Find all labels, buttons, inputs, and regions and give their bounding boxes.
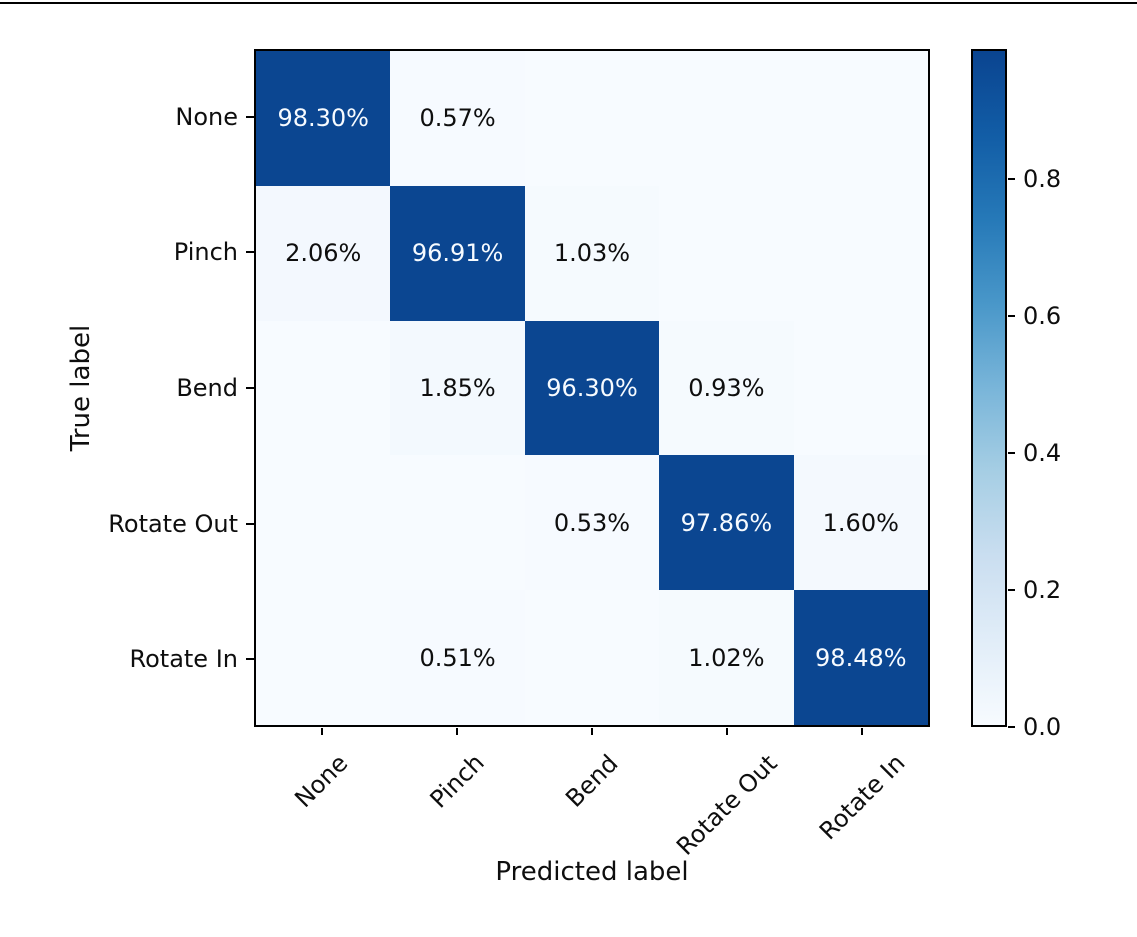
colorbar-tick-label-0.2: 0.2 bbox=[1023, 576, 1062, 605]
tick-mark bbox=[1008, 452, 1015, 455]
matrix-cell-value: 2.06% bbox=[285, 239, 362, 268]
matrix-cell-Bend-Bend: 96.30% bbox=[524, 320, 660, 456]
matrix-cell-Rotate In-Pinch: 0.51% bbox=[390, 590, 525, 725]
matrix-cell-value: 98.48% bbox=[815, 643, 907, 672]
x-tick-label-Rotate Out: Rotate Out bbox=[671, 748, 783, 861]
tick-mark bbox=[861, 728, 864, 735]
matrix-cell-Bend-None bbox=[256, 320, 391, 456]
tick-mark bbox=[1008, 315, 1015, 318]
tick-mark bbox=[1008, 178, 1015, 181]
colorbar bbox=[971, 49, 1007, 727]
matrix-cell-value: 0.53% bbox=[553, 508, 631, 537]
matrix-cell-value: 97.86% bbox=[680, 508, 773, 537]
tick-mark bbox=[1008, 589, 1015, 592]
matrix-cell-value: 98.30% bbox=[277, 104, 369, 133]
matrix-cell-None-Rotate In bbox=[793, 51, 928, 186]
matrix-cell-value: 96.91% bbox=[411, 239, 504, 268]
matrix-cell-Bend-Rotate In bbox=[793, 320, 928, 456]
x-tick-label-Pinch: Pinch bbox=[424, 748, 490, 814]
tick-mark bbox=[246, 387, 254, 389]
colorbar-tick-label-0.6: 0.6 bbox=[1023, 302, 1062, 331]
matrix-cell-Pinch-Rotate In bbox=[793, 185, 928, 321]
tick-mark bbox=[246, 522, 254, 525]
y-tick-label-None: None bbox=[175, 102, 238, 131]
matrix-cell-value: 0.57% bbox=[419, 104, 496, 133]
matrix-cell-value: 96.30% bbox=[546, 373, 638, 402]
y-tick-label-Bend: Bend bbox=[176, 374, 238, 402]
colorbar-tick-label-0.4: 0.4 bbox=[1023, 439, 1062, 468]
matrix-cell-Rotate Out-Rotate In: 1.60% bbox=[793, 455, 928, 591]
colorbar-tick-label-0.8: 0.8 bbox=[1023, 165, 1062, 194]
matrix-cell-Rotate In-Bend bbox=[524, 590, 660, 725]
x-tick-label-None: None bbox=[289, 748, 354, 813]
matrix-cell-Rotate Out-Rotate Out: 97.86% bbox=[659, 455, 794, 591]
matrix-cell-value: 1.02% bbox=[688, 643, 765, 672]
top-horizontal-rule bbox=[0, 2, 1137, 4]
matrix-cell-value: 0.93% bbox=[688, 373, 765, 402]
matrix-cell-None-None: 98.30% bbox=[256, 51, 391, 186]
tick-mark bbox=[246, 115, 254, 118]
matrix-cell-None-Pinch: 0.57% bbox=[390, 51, 525, 186]
tick-mark bbox=[246, 251, 254, 254]
confusion-matrix-grid: 98.30% 0.57% 2.06% 96.91% 1.03% 1.85% 96.30% 0.… bbox=[254, 49, 930, 727]
matrix-cell-value: 1.60% bbox=[822, 508, 899, 537]
matrix-cell-Pinch-Bend: 1.03% bbox=[524, 185, 660, 321]
matrix-cell-Pinch-None: 2.06% bbox=[256, 185, 391, 321]
y-tick-label-Rotate Out: Rotate Out bbox=[108, 509, 238, 538]
matrix-cell-Rotate Out-Pinch bbox=[390, 455, 525, 591]
matrix-cell-None-Rotate Out bbox=[659, 51, 794, 186]
matrix-cell-Bend-Pinch: 1.85% bbox=[390, 320, 525, 456]
y-tick-label-Pinch: Pinch bbox=[173, 238, 238, 267]
matrix-cell-value: 1.85% bbox=[419, 373, 496, 402]
x-tick-label-Rotate In: Rotate In bbox=[813, 748, 911, 846]
matrix-cell-value: 1.03% bbox=[553, 239, 631, 268]
matrix-cell-Pinch-Pinch: 96.91% bbox=[390, 185, 525, 321]
matrix-cell-Rotate Out-None bbox=[256, 455, 391, 591]
tick-mark bbox=[591, 728, 593, 735]
tick-mark bbox=[455, 728, 458, 735]
colorbar-tick-label-0.0: 0.0 bbox=[1023, 713, 1062, 741]
y-tick-label-Rotate In: Rotate In bbox=[129, 645, 239, 674]
x-axis-title: Predicted label bbox=[495, 857, 689, 887]
matrix-cell-Bend-Rotate Out: 0.93% bbox=[659, 320, 794, 456]
tick-mark bbox=[320, 728, 323, 735]
tick-mark bbox=[726, 728, 729, 735]
matrix-cell-None-Bend bbox=[524, 51, 660, 186]
matrix-cell-value: 0.51% bbox=[419, 643, 496, 672]
matrix-cell-Pinch-Rotate Out bbox=[659, 185, 794, 321]
matrix-cell-Rotate In-Rotate Out: 1.02% bbox=[659, 590, 794, 725]
tick-mark bbox=[1008, 726, 1015, 728]
x-tick-label-Bend: Bend bbox=[560, 748, 624, 813]
matrix-cell-Rotate Out-Bend: 0.53% bbox=[524, 455, 660, 591]
matrix-cell-Rotate In-None bbox=[256, 590, 391, 725]
matrix-cell-Rotate In-Rotate In: 98.48% bbox=[793, 590, 928, 725]
tick-mark bbox=[246, 658, 254, 661]
